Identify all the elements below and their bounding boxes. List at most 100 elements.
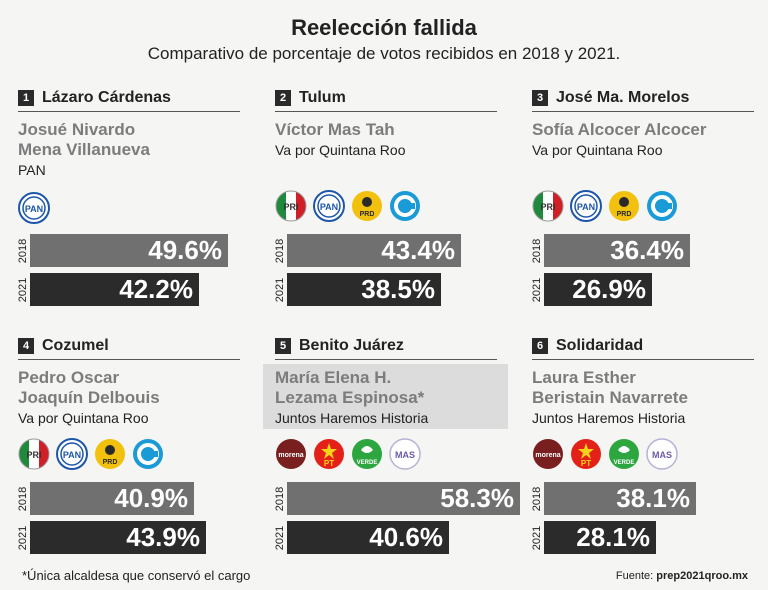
source-value: prep2021qroo.mx [656, 570, 748, 582]
svg-text:PRI: PRI [283, 202, 298, 212]
party-name: Va por Quintana Roo [275, 142, 406, 158]
svg-text:PRD: PRD [360, 211, 375, 218]
year-label-2018: 2018 [274, 482, 286, 515]
year-label-2018: 2018 [17, 234, 29, 267]
candidate-name: Sofía Alcocer Alcocer [532, 120, 707, 139]
year-label-text: 2021 [17, 525, 29, 550]
bar-2018: 40.9% [30, 482, 194, 515]
source: Fuente: prep2021qroo.mx [616, 570, 748, 582]
bar-2018: 38.1% [544, 482, 696, 515]
svg-text:MAS: MAS [652, 450, 672, 460]
year-label-2018: 2018 [531, 482, 543, 515]
panel-4: 4 Cozumel Pedro Oscar Joaquín Delbouis Va p… [17, 336, 242, 558]
panel-number: 3 [532, 90, 548, 106]
svg-text:PAN: PAN [577, 202, 595, 212]
panel-number: 2 [275, 90, 291, 106]
svg-text:PRD: PRD [103, 459, 118, 466]
pan-logo-icon: PAN [56, 438, 88, 470]
panel-number: 1 [18, 90, 34, 106]
footnote: *Única alcaldesa que conservó el cargo [22, 568, 251, 583]
candidate-block: Pedro Oscar Joaquín Delbouis Va por Quint… [18, 368, 240, 427]
candidate-name: Víctor Mas Tah [275, 120, 395, 139]
year-label-2021: 2021 [17, 521, 29, 554]
pri-logo-icon: PRI [18, 438, 50, 470]
mas-logo-icon: MAS [646, 438, 678, 470]
panel-number: 4 [18, 338, 34, 354]
year-label-2018: 2018 [17, 482, 29, 515]
svg-text:VERDE: VERDE [614, 460, 635, 466]
bar-2021: 42.2% [30, 273, 199, 306]
chart-subtitle: Comparativo de porcentaje de votos recib… [147, 44, 621, 63]
confianza-logo-icon [646, 190, 678, 222]
year-label-text: 2018 [274, 238, 286, 263]
municipality-name: Lázaro Cárdenas [42, 89, 171, 106]
candidate-block: Josué Nivardo Mena Villanueva PAN [18, 120, 240, 179]
bar-2021: 40.6% [287, 521, 449, 554]
confianza-logo-icon [132, 438, 164, 470]
bar-2021: 28.1% [544, 521, 656, 554]
mas-logo-icon: MAS [389, 438, 421, 470]
bar-2021: 43.9% [30, 521, 206, 554]
svg-text:PAN: PAN [25, 204, 43, 214]
panel-header: 3 José Ma. Morelos [532, 88, 754, 112]
svg-text:PT: PT [324, 459, 334, 468]
year-label-2021: 2021 [531, 521, 543, 554]
panel-header: 1 Lázaro Cárdenas [18, 88, 240, 112]
candidate-name: Josué Nivardo Mena Villanueva [18, 120, 150, 159]
bar-2018: 58.3% [287, 482, 520, 515]
candidate-block: Víctor Mas Tah Va por Quintana Roo [275, 120, 497, 159]
svg-text:PAN: PAN [320, 202, 338, 212]
panel-header: 5 Benito Juárez [275, 336, 497, 360]
party-name: Va por Quintana Roo [532, 142, 663, 158]
svg-text:MAS: MAS [395, 450, 415, 460]
panel-2: 2 Tulum Víctor Mas Tah Va por Quintana Roo P… [274, 88, 499, 310]
municipality-name: Tulum [299, 89, 346, 106]
candidate-block: Laura Esther Beristain Navarrete Juntos H… [532, 368, 754, 427]
year-label-text: 2021 [274, 525, 286, 550]
panel-number: 6 [532, 338, 548, 354]
prd-logo-icon: PRD [351, 190, 383, 222]
year-label-text: 2018 [274, 486, 286, 511]
panel-number: 5 [275, 338, 291, 354]
year-label-text: 2018 [531, 486, 543, 511]
year-label-2021: 2021 [531, 273, 543, 306]
year-label-text: 2021 [531, 525, 543, 550]
year-label-text: 2021 [531, 277, 543, 302]
party-name: Va por Quintana Roo [18, 410, 149, 426]
verde-logo-icon: VERDE [351, 438, 383, 470]
bar-2021: 26.9% [544, 273, 652, 306]
party-name: Juntos Haremos Historia [532, 410, 686, 426]
confianza-logo-icon [389, 190, 421, 222]
panel-1: 1 Lázaro Cárdenas Josué Nivardo Mena Villa… [17, 88, 242, 310]
candidate-block: Sofía Alcocer Alcocer Va por Quintana Roo [532, 120, 754, 159]
year-label-2021: 2021 [274, 273, 286, 306]
municipality-name: José Ma. Morelos [556, 89, 690, 106]
panel-6: 6 Solidaridad Laura Esther Beristain Navar… [531, 336, 756, 558]
pt-logo-icon: PT [313, 438, 345, 470]
svg-text:PRI: PRI [540, 202, 555, 212]
bar-2018: 49.6% [30, 234, 228, 267]
svg-text:PAN: PAN [63, 450, 81, 460]
pt-logo-icon: PT [570, 438, 602, 470]
year-label-2021: 2021 [17, 273, 29, 306]
year-label-text: 2018 [17, 486, 29, 511]
chart-title: Reelección fallida [291, 15, 477, 40]
svg-text:morena: morena [535, 452, 560, 459]
bar-2018: 36.4% [544, 234, 690, 267]
bar-2021: 38.5% [287, 273, 441, 306]
pri-logo-icon: PRI [275, 190, 307, 222]
svg-text:morena: morena [278, 452, 303, 459]
candidate-name: Pedro Oscar Joaquín Delbouis [18, 368, 160, 407]
prd-logo-icon: PRD [608, 190, 640, 222]
municipality-name: Cozumel [42, 337, 109, 354]
svg-text:PT: PT [581, 459, 591, 468]
prd-logo-icon: PRD [94, 438, 126, 470]
svg-text:VERDE: VERDE [357, 460, 378, 466]
pan-logo-icon: PAN [18, 192, 50, 224]
verde-logo-icon: VERDE [608, 438, 640, 470]
year-label-2021: 2021 [274, 521, 286, 554]
bar-2018: 43.4% [287, 234, 461, 267]
municipality-name: Solidaridad [556, 337, 644, 354]
year-label-text: 2021 [274, 277, 286, 302]
year-label-2018: 2018 [274, 234, 286, 267]
